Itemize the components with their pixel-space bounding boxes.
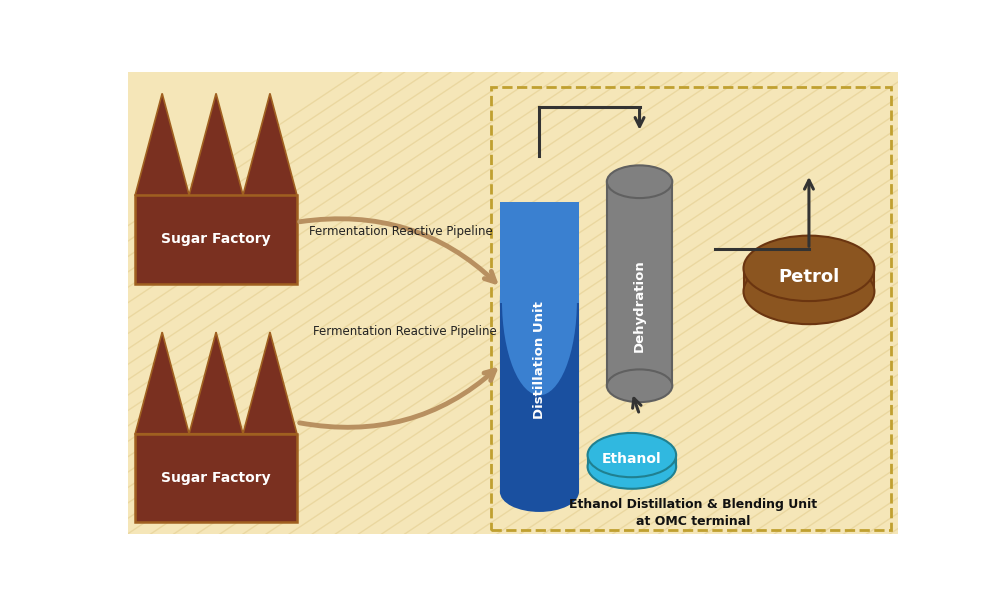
Text: Ethanol: Ethanol <box>602 452 662 466</box>
Polygon shape <box>607 182 672 386</box>
Polygon shape <box>189 94 243 195</box>
Text: Ethanol Distillation & Blending Unit
at OMC terminal: Ethanol Distillation & Blending Unit at … <box>569 498 818 528</box>
Polygon shape <box>128 72 898 534</box>
Ellipse shape <box>607 370 672 402</box>
Polygon shape <box>243 332 297 434</box>
FancyArrowPatch shape <box>300 219 495 282</box>
Polygon shape <box>243 94 297 195</box>
Ellipse shape <box>501 472 578 511</box>
Text: Petrol: Petrol <box>778 268 840 286</box>
Polygon shape <box>135 94 189 195</box>
Text: Distillation Unit: Distillation Unit <box>533 301 546 419</box>
Text: Fermentation Reactive Pipeline: Fermentation Reactive Pipeline <box>309 224 493 238</box>
Polygon shape <box>588 455 676 467</box>
Polygon shape <box>744 268 874 292</box>
Polygon shape <box>501 301 578 491</box>
FancyBboxPatch shape <box>135 195 297 284</box>
Ellipse shape <box>607 166 672 198</box>
Ellipse shape <box>588 433 676 477</box>
Text: Dehydration: Dehydration <box>633 259 646 352</box>
Ellipse shape <box>588 445 676 489</box>
FancyBboxPatch shape <box>135 434 297 523</box>
Polygon shape <box>189 332 243 434</box>
Text: Fermentation Reactive Pipeline: Fermentation Reactive Pipeline <box>313 325 497 338</box>
Ellipse shape <box>743 259 874 324</box>
Polygon shape <box>135 332 189 434</box>
Ellipse shape <box>743 236 874 301</box>
Text: Sugar Factory: Sugar Factory <box>161 232 271 247</box>
Polygon shape <box>500 202 579 302</box>
Text: Sugar Factory: Sugar Factory <box>161 471 271 485</box>
Ellipse shape <box>501 206 578 397</box>
FancyArrowPatch shape <box>300 370 495 427</box>
